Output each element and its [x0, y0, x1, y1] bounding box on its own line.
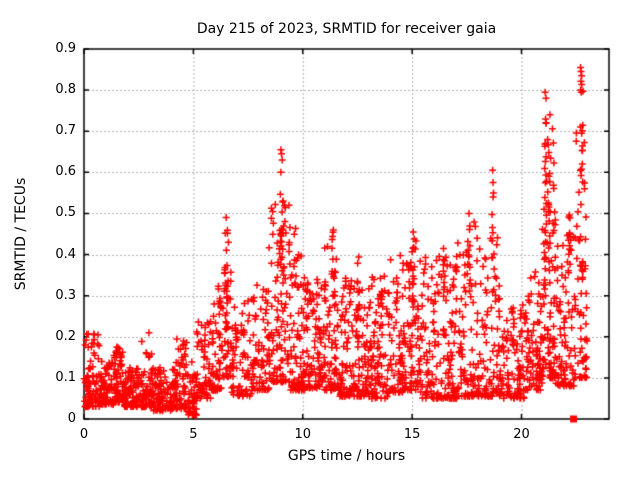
- y-tick-label: 0.9: [55, 41, 76, 56]
- x-tick-label: 15: [403, 427, 421, 442]
- y-tick-label: 0.6: [55, 164, 76, 180]
- x-axis-label: GPS time / hours: [287, 448, 406, 464]
- y-axis-label: SRMTID / TECUs: [13, 177, 29, 291]
- y-tick-label: 0.8: [55, 82, 76, 98]
- y-tick-label: 0.7: [55, 123, 76, 139]
- x-tick-label: 0: [79, 427, 89, 442]
- y-tick-label: 0: [67, 411, 76, 426]
- chart-title: Day 215 of 2023, SRMTID for receiver gai…: [196, 21, 497, 37]
- x-tick-label: 10: [294, 427, 312, 442]
- y-tick-label: 0.3: [55, 287, 76, 303]
- y-tick-label: 0.2: [55, 328, 76, 344]
- y-tick-label: 0.5: [55, 205, 76, 221]
- x-tick-label: 20: [513, 427, 530, 442]
- y-tick-label: 0.1: [55, 369, 76, 385]
- x-tick-label: 5: [189, 427, 198, 442]
- y-tick-label: 0.4: [55, 246, 76, 262]
